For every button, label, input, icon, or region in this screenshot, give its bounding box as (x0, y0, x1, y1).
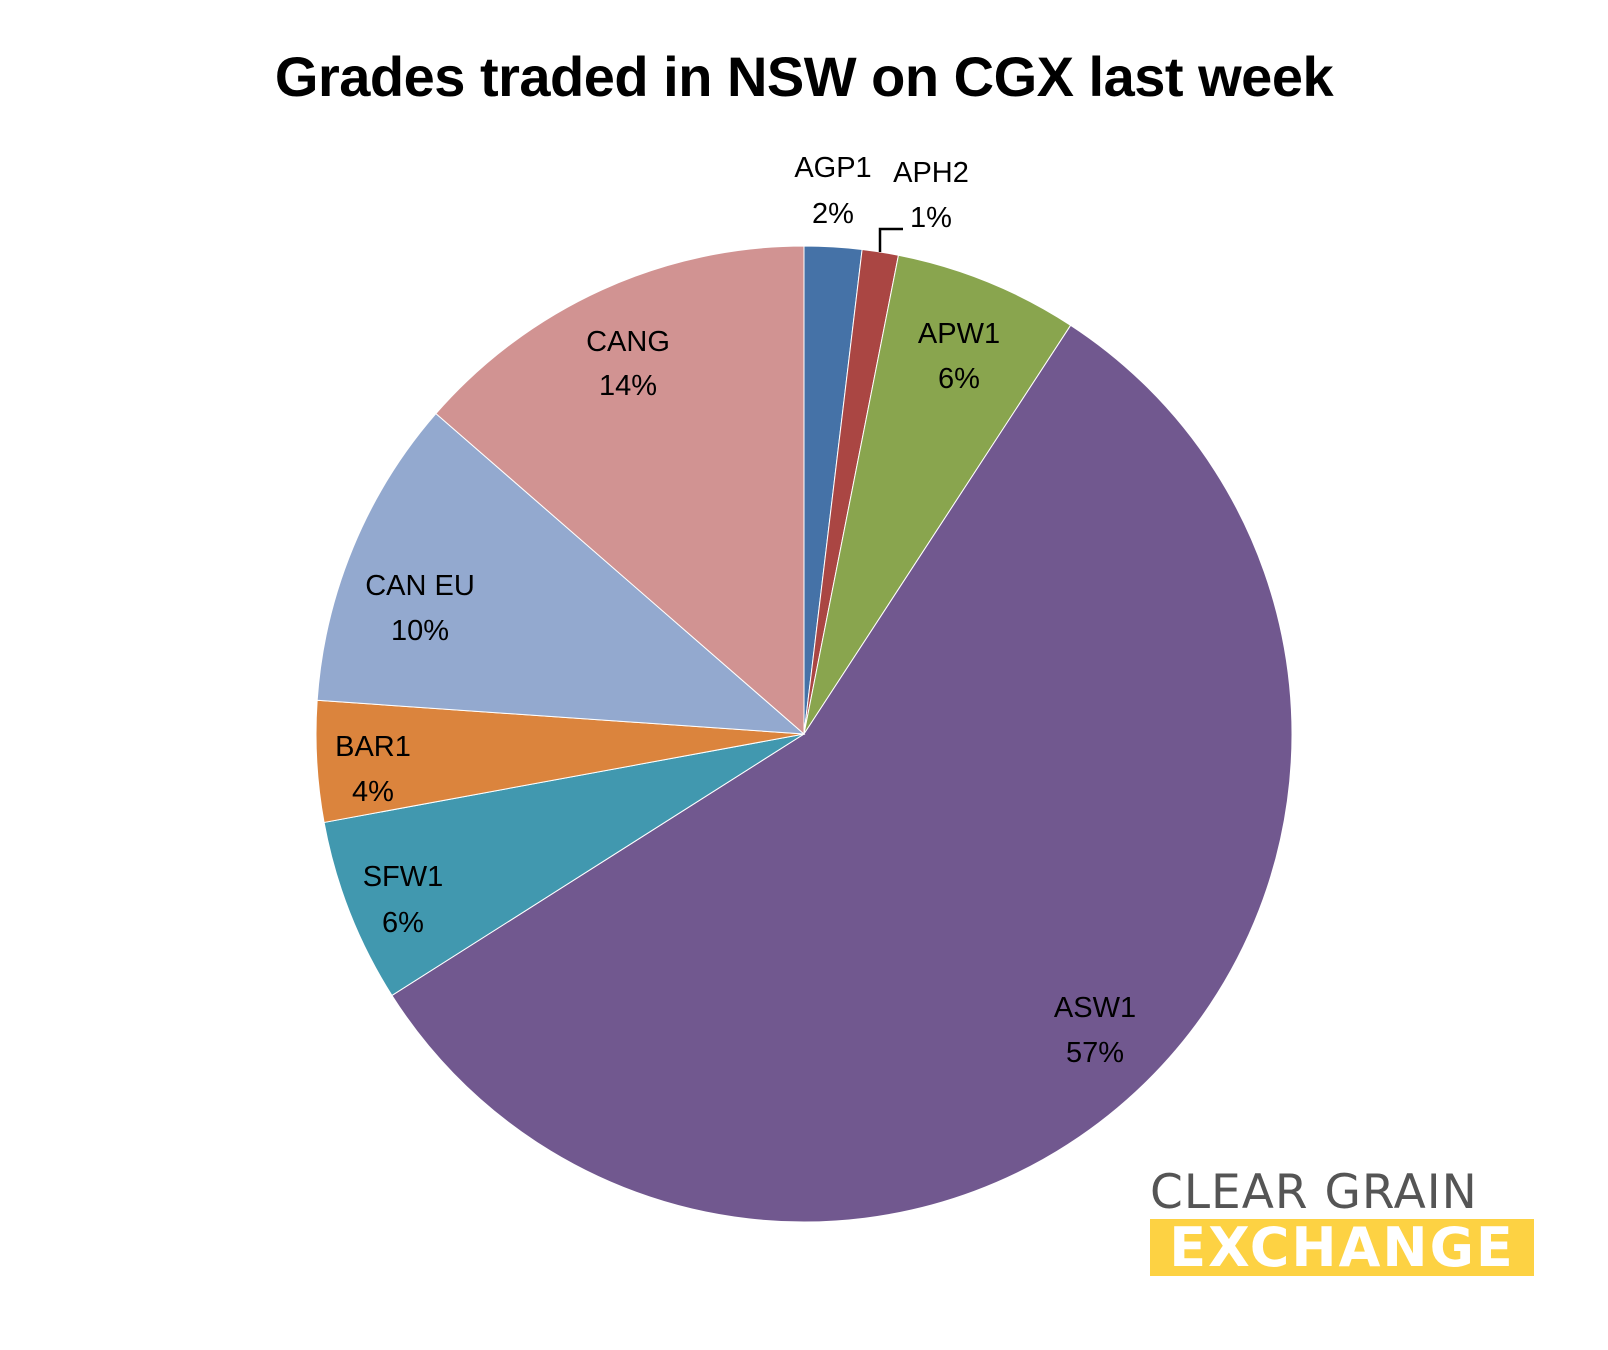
label-name-cang: CANG (586, 326, 670, 358)
pie-labels: AGP1 2% APH2 1% APW1 6% ASW1 57% SFW1 6% BAR1 4% CAN… (335, 152, 1136, 1069)
pie-slices (315, 245, 1293, 1223)
label-name-sfw1: SFW1 (363, 861, 444, 893)
label-name-aph2: APH2 (893, 157, 969, 189)
label-percent-sfw1: 6% (382, 907, 424, 939)
label-name-apw1: APW1 (918, 318, 1000, 350)
aph2-leader-line (878, 227, 903, 252)
pie-slice-cang (435, 245, 805, 736)
logo-line-clear-grain: CLEAR GRAIN (1150, 1165, 1478, 1220)
logo-yellow-bar: EXCHANGE (1150, 1219, 1534, 1276)
pie-slice-apw1 (803, 254, 1072, 735)
label-name-bar1: BAR1 (335, 731, 411, 763)
label-name-agp1: AGP1 (794, 152, 871, 184)
label-percent-bar1: 4% (352, 776, 394, 808)
label-percent-cang: 14% (599, 370, 657, 402)
chart-title: Grades traded in NSW on CGX last week (274, 45, 1334, 108)
label-percent-aph2: 1% (910, 202, 952, 234)
clear-grain-exchange-logo: CLEAR GRAIN EXCHANGE (1150, 1168, 1534, 1278)
pie-slice-asw1 (391, 324, 1293, 1223)
pie-slice-sfw1 (323, 733, 805, 997)
label-name-asw1: ASW1 (1054, 992, 1136, 1024)
label-percent-asw1: 57% (1066, 1037, 1124, 1069)
pie-slice-can-eu (316, 412, 806, 735)
label-percent-agp1: 2% (812, 198, 854, 230)
label-percent-can-eu: 10% (391, 615, 449, 647)
label-name-can-eu: CAN EU (365, 570, 475, 602)
logo-line-exchange: EXCHANGE (1169, 1219, 1515, 1276)
label-percent-apw1: 6% (938, 363, 980, 395)
